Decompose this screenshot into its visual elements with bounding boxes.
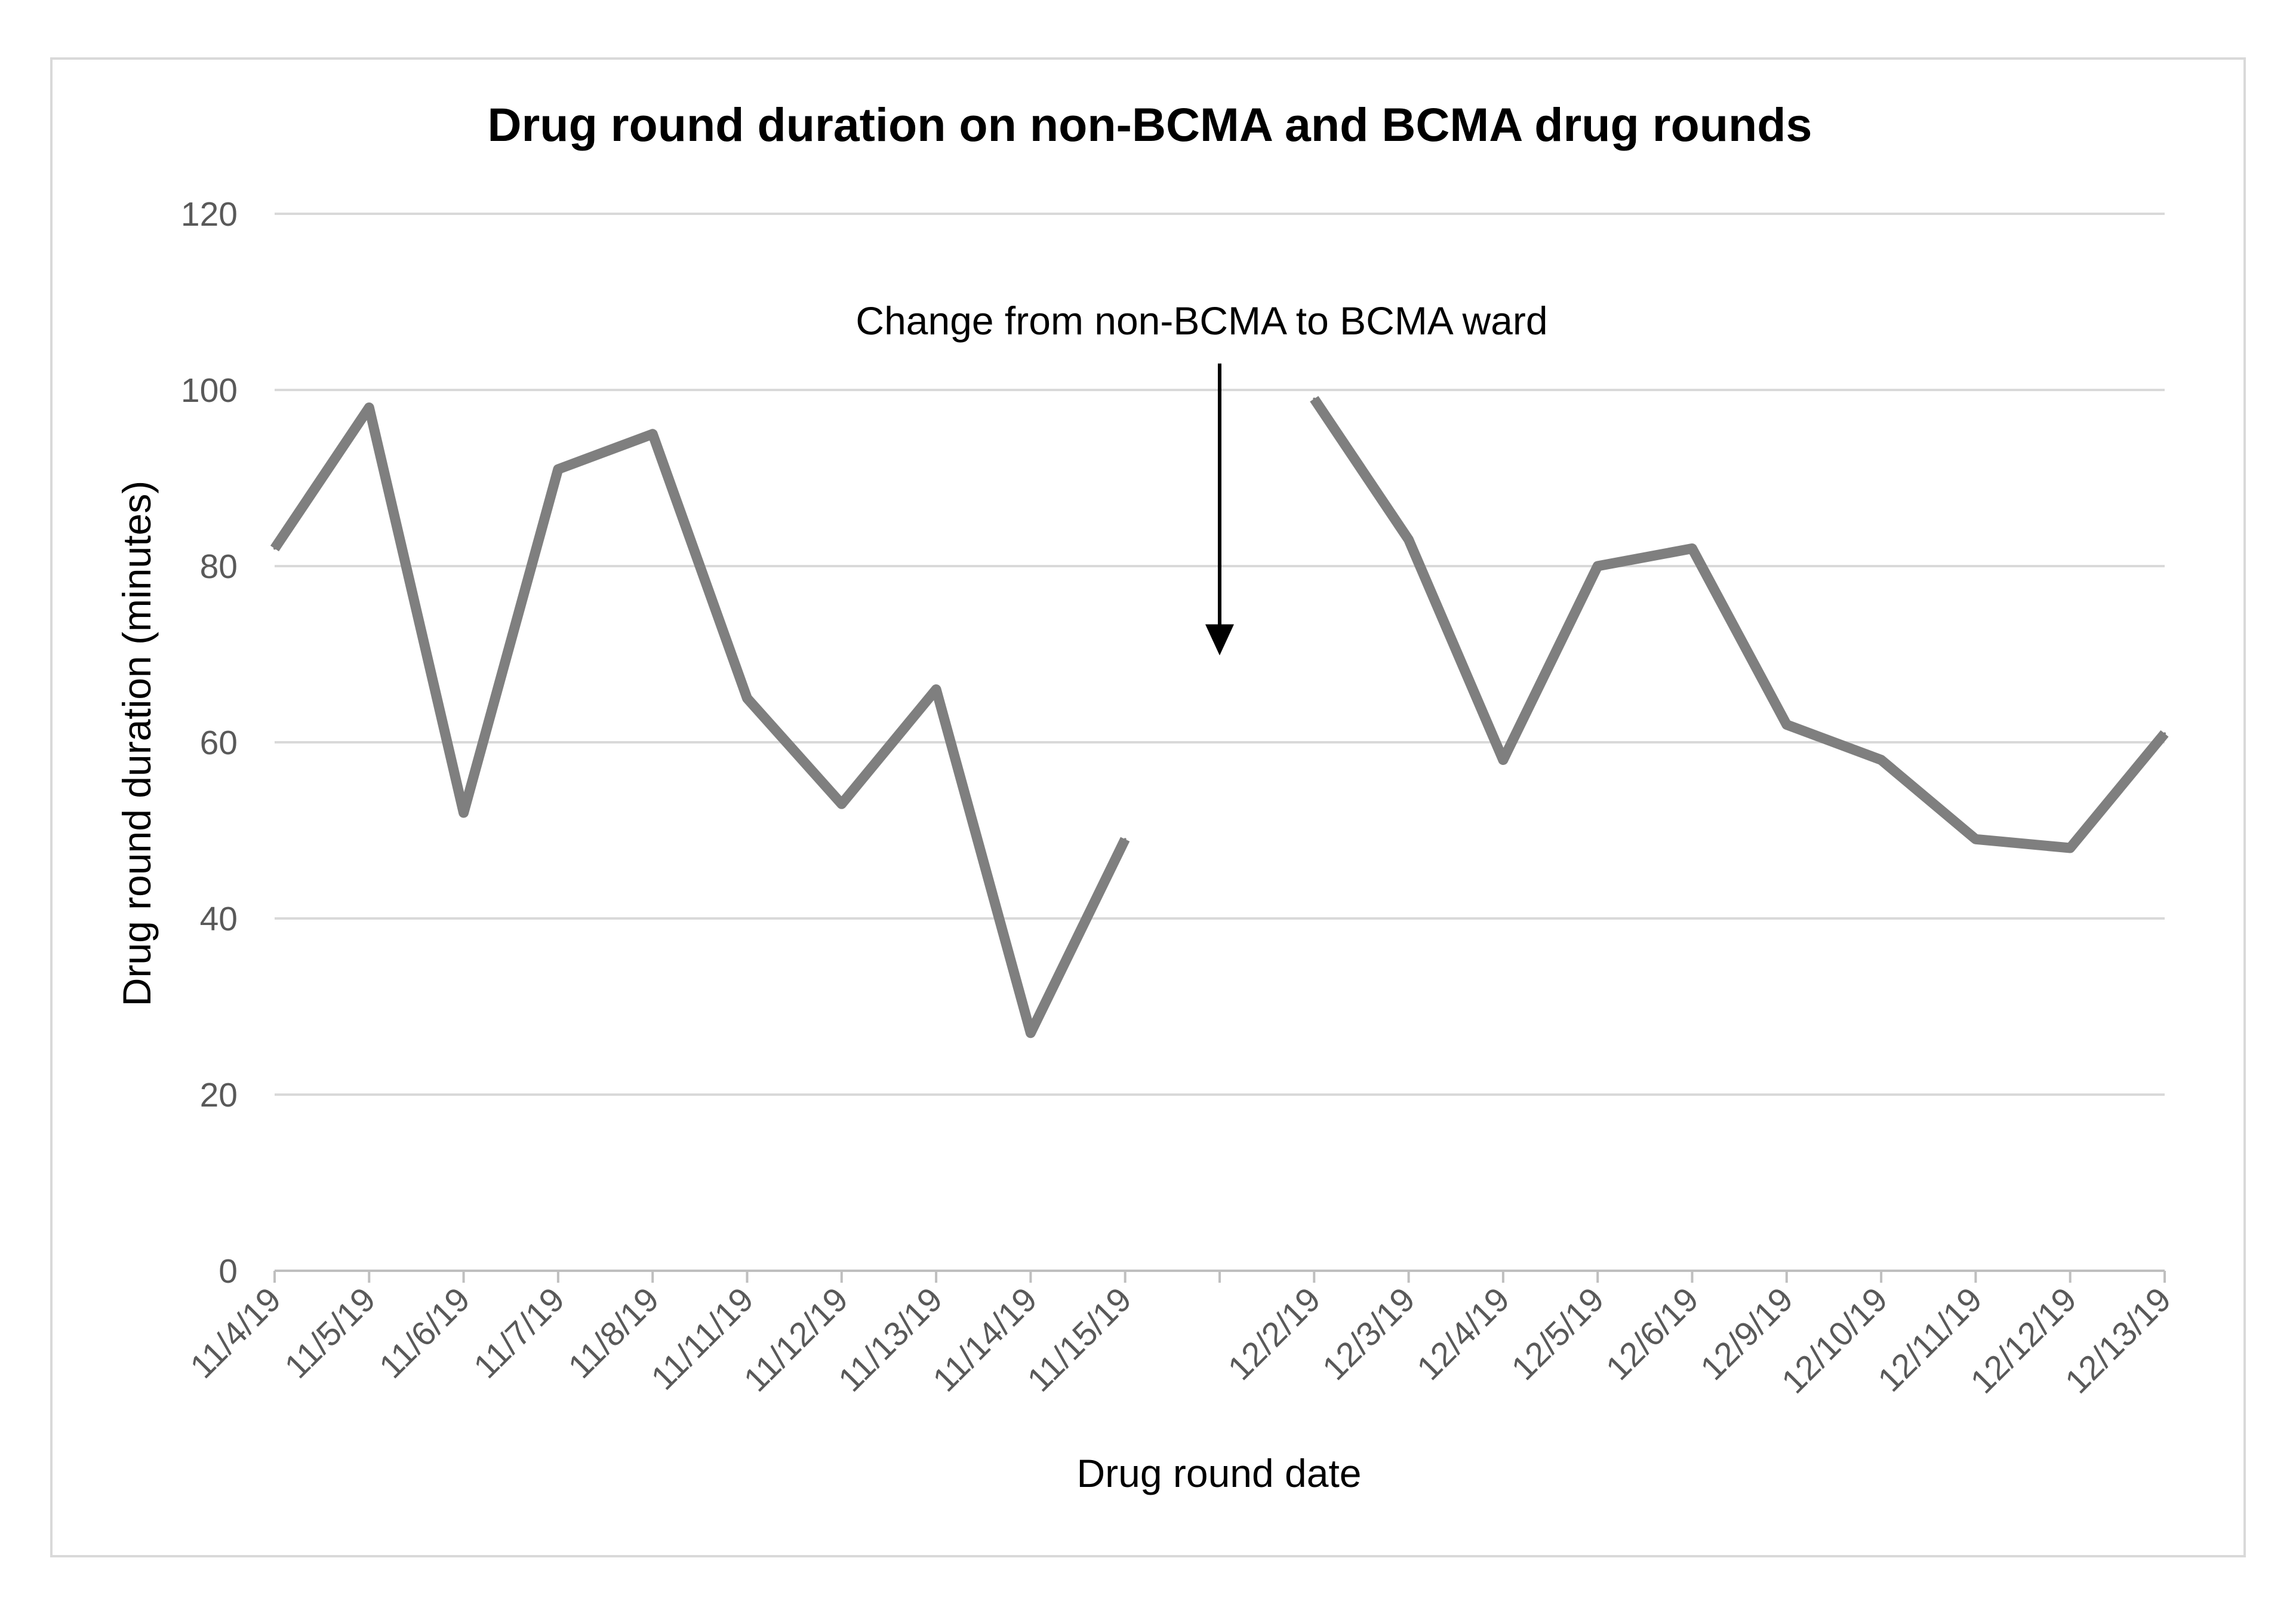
y-axis-title: Drug round duration (minutes): [115, 481, 159, 1006]
y-tick-label: 0: [218, 1252, 238, 1290]
data-point: [746, 697, 749, 700]
data-point: [1407, 538, 1410, 541]
data-point: [462, 812, 465, 814]
y-tick-label: 20: [200, 1076, 238, 1114]
y-tick-label: 80: [200, 548, 238, 586]
x-axis-title: Drug round date: [1077, 1451, 1362, 1495]
y-axis-tick-labels: 0 20 40 60 80 100 120: [181, 195, 238, 1290]
data-point: [935, 688, 938, 691]
y-tick-label: 100: [181, 371, 238, 410]
data-point: [1596, 565, 1599, 567]
data-point: [1124, 838, 1127, 841]
data-point: [1313, 397, 1316, 400]
data-point: [1691, 547, 1694, 550]
data-point: [840, 803, 843, 806]
x-axis: [273, 1270, 2166, 1283]
data-point: [1974, 838, 1977, 841]
data-point: [1785, 723, 1788, 726]
series-line-segment-1: [270, 402, 1130, 1038]
series-line-segment-2: [1310, 396, 2169, 853]
annotation-layer: Change from non-BCMA to BCMA ward: [855, 299, 1548, 656]
y-tick-label: 120: [181, 195, 238, 233]
data-point: [1501, 758, 1504, 761]
y-tick-label: 40: [200, 900, 238, 938]
annotation-text: Change from non-BCMA to BCMA ward: [855, 299, 1547, 343]
series-layer: [270, 396, 2169, 1038]
data-point: [1880, 758, 1883, 761]
data-point: [556, 468, 559, 471]
data-point: [1029, 1031, 1032, 1034]
data-point: [273, 547, 276, 550]
data-point: [2069, 847, 2072, 849]
annotation-arrow-head: [1205, 624, 1234, 656]
data-point: [651, 432, 654, 435]
y-tick-label: 60: [200, 724, 238, 762]
data-point: [368, 406, 371, 409]
data-point: [2163, 732, 2166, 735]
chart-frame: [50, 57, 2246, 1557]
chart-title: Drug round duration on non-BCMA and BCMA…: [488, 98, 1812, 151]
